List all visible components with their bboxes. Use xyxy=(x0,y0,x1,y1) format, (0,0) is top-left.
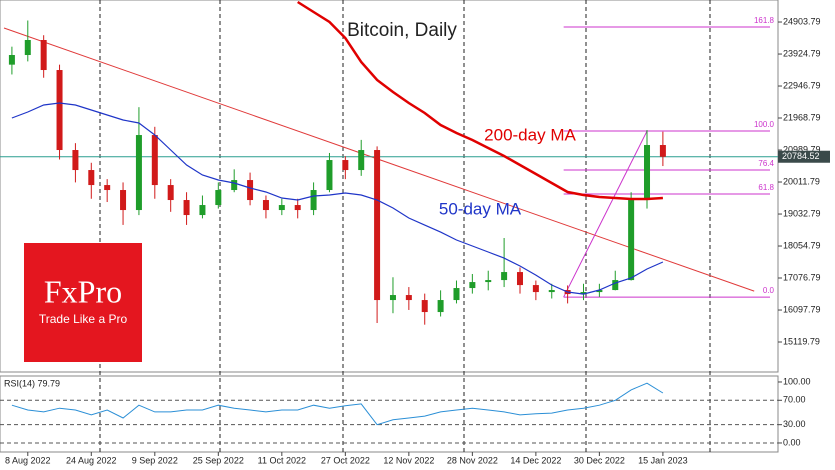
ma50-label: 50-day MA xyxy=(439,199,522,218)
x-tick-label: 15 Jan 2023 xyxy=(638,455,688,465)
y-tick-label: 20989.79 xyxy=(783,144,821,154)
x-tick-label: 30 Dec 2022 xyxy=(574,455,625,465)
candle-body xyxy=(72,150,79,171)
y-tick-label: 18054.79 xyxy=(783,240,821,250)
candle-body xyxy=(469,282,476,289)
candle-body xyxy=(612,280,619,291)
y-tick-label: 16097.79 xyxy=(783,304,821,314)
candle-body xyxy=(628,200,635,281)
rsi-panel xyxy=(0,375,779,453)
candle-body xyxy=(120,190,127,211)
candle-body xyxy=(231,180,238,191)
candle-body xyxy=(644,145,651,201)
y-tick-label: 30.00 xyxy=(783,419,806,429)
rsi-label: RSI(14) 79.79 xyxy=(4,378,60,388)
candle-body xyxy=(8,55,15,65)
fib-label: 0.0 xyxy=(763,286,775,295)
x-tick-label: 12 Nov 2022 xyxy=(383,455,434,465)
candle-body xyxy=(659,145,666,157)
x-tick-label: 8 Aug 2022 xyxy=(5,455,51,465)
rsi-line xyxy=(11,382,664,426)
fib-label: 100.0 xyxy=(754,120,775,129)
plot: 161.8 100.0 76.4 61.8 0.0 xyxy=(0,0,778,444)
candle-body xyxy=(358,150,365,171)
fib-label: 61.8 xyxy=(758,183,774,192)
candle-body xyxy=(167,185,174,201)
fib-diagonal xyxy=(563,130,648,298)
y-tick-label: 24903.79 xyxy=(783,16,821,26)
last-price-label: 20784.52 xyxy=(782,151,820,161)
fib-label: 76.4 xyxy=(758,159,774,168)
ma200-label: 200-day MA xyxy=(484,125,576,144)
x-tick-label: 11 Oct 2022 xyxy=(258,455,306,465)
candle-body xyxy=(516,272,523,286)
candle-body xyxy=(40,39,47,71)
x-tick-label: 14 Dec 2022 xyxy=(510,455,561,465)
candle-body xyxy=(421,300,428,313)
y-tick-label: 0.00 xyxy=(783,437,801,447)
candle-body xyxy=(389,295,396,301)
y-tick-label: 100.00 xyxy=(783,376,811,386)
fib-label: 161.8 xyxy=(754,16,775,25)
candle-body xyxy=(485,280,492,283)
candle-body xyxy=(183,200,190,216)
candle-body xyxy=(453,288,460,301)
y-tick-label: 15119.79 xyxy=(783,336,820,346)
candle-body xyxy=(24,39,31,56)
y-tick-label: 22946.79 xyxy=(783,80,821,90)
candle-body xyxy=(56,70,63,151)
x-tick-label: 24 Aug 2022 xyxy=(66,455,117,465)
candle-body xyxy=(580,292,587,295)
y-tick-label: 17076.79 xyxy=(783,272,821,282)
y-tick-label: 23924.79 xyxy=(783,48,821,58)
candle-body xyxy=(262,200,269,211)
candle-body xyxy=(596,290,603,293)
candle-body xyxy=(310,190,317,211)
candle-body xyxy=(215,190,222,206)
candle-body xyxy=(135,135,142,211)
candle-body xyxy=(437,300,444,313)
logo-tagline: Trade Like a Pro xyxy=(39,312,128,326)
y-tick-label: 21968.79 xyxy=(783,112,821,122)
vertical-grid xyxy=(99,0,711,452)
y-tick-label: 70.00 xyxy=(783,395,806,405)
logo-box xyxy=(24,243,142,362)
candle-body xyxy=(247,180,254,201)
candle-body xyxy=(342,160,349,171)
candle-body xyxy=(374,150,381,301)
candle-body xyxy=(405,295,412,301)
candle-body xyxy=(278,205,285,211)
candle-body xyxy=(326,160,333,191)
moving-average xyxy=(11,102,664,295)
x-tick-label: 28 Nov 2022 xyxy=(447,455,498,465)
x-tick-label: 9 Sep 2022 xyxy=(132,455,178,465)
chart-title: Bitcoin, Daily xyxy=(347,20,457,41)
candle-body xyxy=(532,285,539,293)
last-price-tag xyxy=(778,150,830,163)
candle-body xyxy=(199,205,206,216)
candle-body xyxy=(294,205,301,211)
candle-body xyxy=(501,272,508,281)
candle-body xyxy=(88,170,95,186)
logo-brand: FxPro xyxy=(44,273,122,309)
x-tick-label: 27 Oct 2022 xyxy=(321,455,370,465)
candle-body xyxy=(151,135,158,186)
y-tick-label: 19032.79 xyxy=(783,208,821,218)
moving-average xyxy=(297,0,663,201)
x-tick-label: 25 Sep 2022 xyxy=(193,455,244,465)
y-tick-label: 20011.79 xyxy=(783,176,820,186)
candle-body xyxy=(548,290,555,293)
candle-body xyxy=(104,185,111,191)
